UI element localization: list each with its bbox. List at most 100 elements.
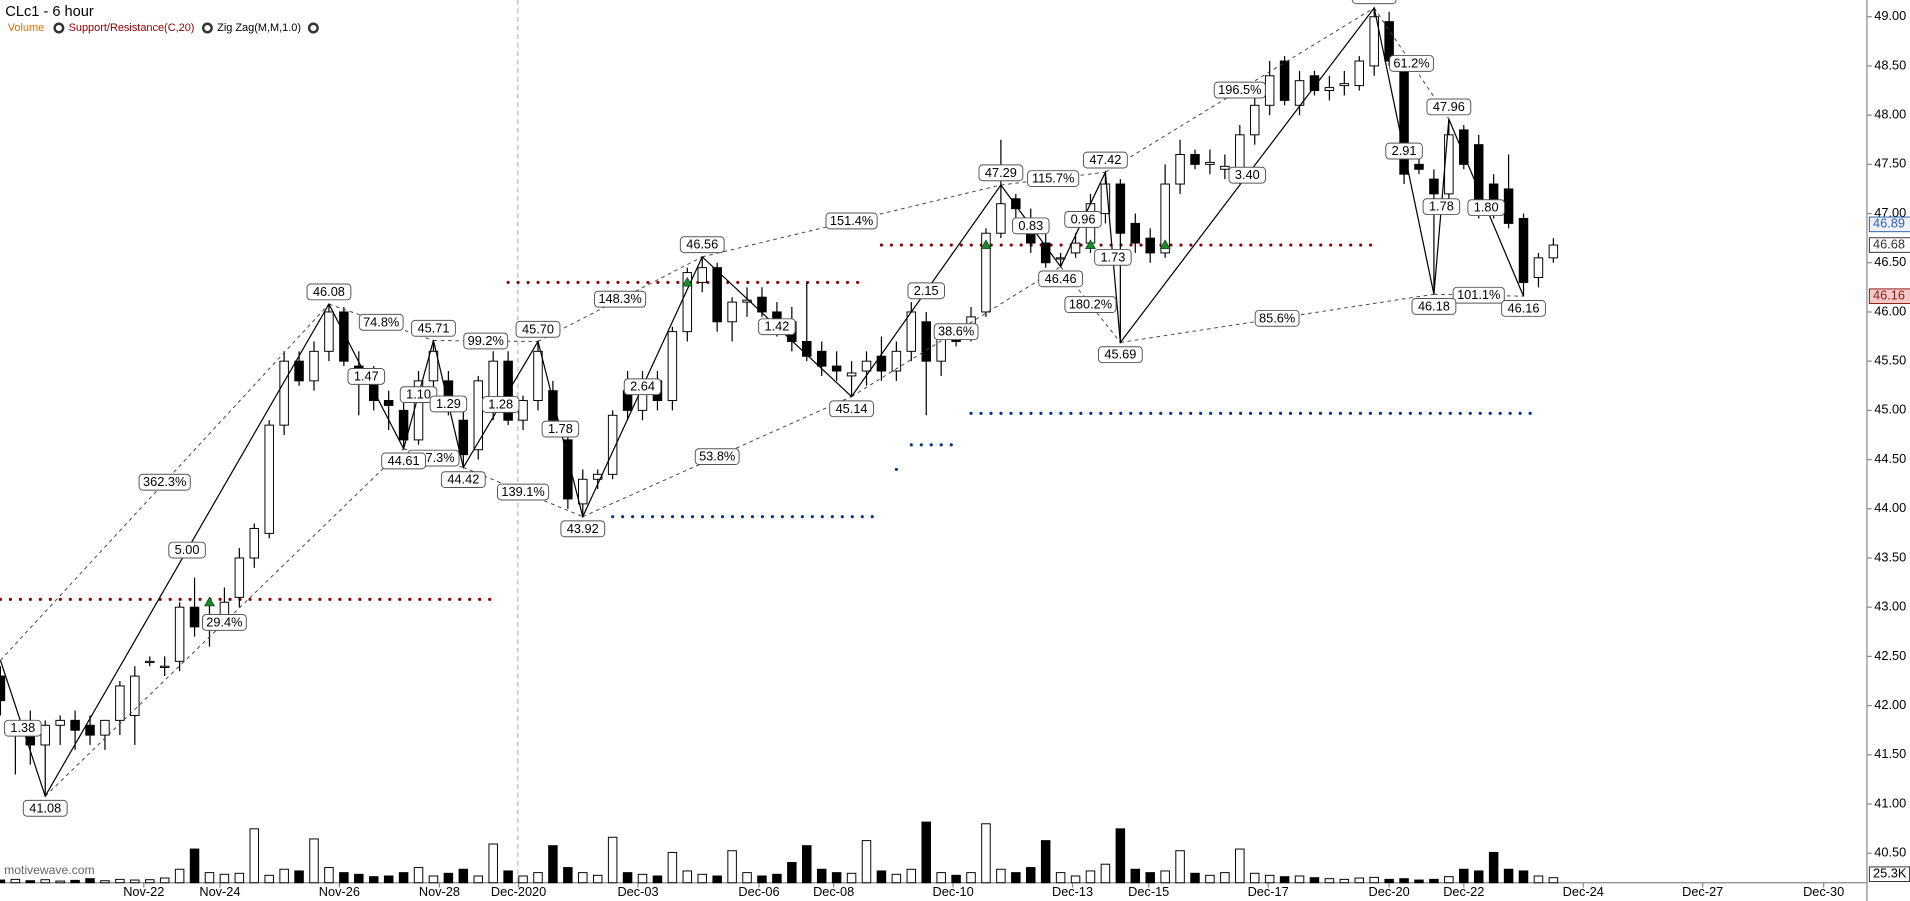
zigzag-ratio-label-box <box>358 313 404 331</box>
volume-bar <box>1324 878 1335 884</box>
volume-bar <box>682 870 693 884</box>
zigzag-swing-label-box <box>1012 217 1050 235</box>
zigzag-retrace-line <box>1105 7 1375 173</box>
volume-bar <box>40 879 50 884</box>
zigzag-swing-label-box <box>907 282 945 300</box>
zigzag-swing-label-box <box>541 420 580 438</box>
candle-body <box>309 350 319 382</box>
volume-bar <box>1518 870 1529 884</box>
volume-bar <box>0 879 6 884</box>
candle-body <box>249 527 260 559</box>
zigzag-swing-label-box <box>1467 199 1505 217</box>
zigzag-ratio-label-box <box>825 212 878 230</box>
volume-bar <box>1399 878 1409 884</box>
candle-body <box>85 724 95 736</box>
zigzag-pivot-label: 47.29 <box>985 165 1017 180</box>
gear-icon[interactable] <box>307 22 319 34</box>
indicator-label: Volume <box>8 22 44 34</box>
zigzag-pivot-label-box <box>829 400 874 418</box>
zigzag-pivot-label: 46.18 <box>1418 298 1450 313</box>
zigzag-ratio-label-box <box>933 323 979 341</box>
zigzag-pivot-label-box <box>1411 298 1457 315</box>
zigzag-ratio-label-box <box>496 483 550 501</box>
zigzag-swing-label: 1.78 <box>548 421 573 436</box>
candle-body <box>339 311 349 362</box>
signal-marker <box>980 239 992 250</box>
price-marker-box <box>1868 237 1910 253</box>
zigzag-ratio-label-box <box>1064 296 1117 313</box>
zigzag-pivot-label-box <box>411 319 456 337</box>
volume-bar <box>1354 877 1365 884</box>
zigzag-retrace-line <box>1120 293 1434 343</box>
volume-bar <box>130 879 140 884</box>
zigzag-pivot-label: 43.92 <box>567 521 599 536</box>
y-tick-label: 46.00 <box>1874 303 1906 318</box>
candle-body <box>1220 165 1230 170</box>
candle-body <box>189 606 200 628</box>
volume-bar <box>25 880 36 884</box>
gear-icon[interactable] <box>53 22 65 34</box>
candle-body <box>1444 134 1454 195</box>
volume-bar <box>279 868 289 884</box>
volume-bar <box>861 840 872 884</box>
volume-bar <box>787 862 797 884</box>
volume-bar <box>159 877 170 884</box>
volume-bar <box>518 875 528 884</box>
volume-bar <box>1473 870 1484 884</box>
volume-bar <box>936 872 946 884</box>
candle-body <box>1459 129 1469 165</box>
volume-bar <box>1309 877 1320 884</box>
zigzag-pivot-label: 41.08 <box>29 800 61 815</box>
zigzag-ratio-label-box <box>138 473 191 491</box>
candle-body <box>996 203 1006 234</box>
zigzag-swing-label: 5.00 <box>175 542 200 557</box>
volume-bar <box>1070 875 1081 884</box>
volume-bar <box>413 867 424 884</box>
zigzag-pivot-label: 46.56 <box>686 237 718 252</box>
volume-bar <box>816 868 827 884</box>
volume-bar <box>578 872 588 884</box>
volume-bar <box>383 875 394 884</box>
volume-bar <box>1100 863 1111 884</box>
zigzag-swing-label: 1.42 <box>764 319 789 334</box>
zigzag-ratio-label: 180.2% <box>1069 297 1112 312</box>
candle-body <box>174 606 185 662</box>
candle-body <box>802 340 812 357</box>
candle-body <box>294 360 304 382</box>
candle-body <box>1264 75 1275 106</box>
x-tick-label: Nov-28 <box>419 884 460 899</box>
x-tick-label: Nov-26 <box>319 884 360 899</box>
zigzag-pivot-label-box <box>1351 0 1397 5</box>
volume-bar <box>488 843 498 884</box>
candle-body <box>324 311 334 352</box>
candle-body <box>1055 257 1066 260</box>
candle-body <box>55 719 65 726</box>
candle-body <box>1384 21 1394 62</box>
zigzag-ratio-label-box <box>463 332 509 350</box>
zigzag-pivot-label-box <box>1501 299 1546 317</box>
volume-bar <box>533 872 543 884</box>
volume-bar <box>10 878 21 884</box>
zigzag-pivot-label: 45.70 <box>522 321 554 336</box>
volume-bar <box>742 872 752 884</box>
indicator-label: Support/Resistance(C,20) <box>69 22 195 34</box>
gear-icon[interactable] <box>201 22 213 34</box>
candle-body <box>667 331 678 402</box>
candle-body <box>981 232 991 313</box>
zigzag-pivot-label: 47.96 <box>1433 99 1465 114</box>
candle-body <box>1429 178 1439 195</box>
y-tick-label: 44.00 <box>1874 500 1906 515</box>
volume-bar <box>70 879 80 884</box>
volume-bar <box>234 872 245 884</box>
candle-body <box>1414 163 1424 170</box>
x-tick-label: Dec-27 <box>1682 884 1723 899</box>
candle-body <box>1279 60 1290 101</box>
zigzag-ratio-label: 85.6% <box>1259 310 1295 325</box>
zigzag-pivot-label-box <box>978 164 1024 182</box>
volume-bar <box>1429 878 1439 884</box>
volume-bar <box>1414 879 1424 884</box>
zigzag-swing-label: 3.40 <box>1235 167 1260 182</box>
y-tick-label: 45.50 <box>1874 353 1906 368</box>
y-tick-label: 49.00 <box>1874 8 1906 23</box>
